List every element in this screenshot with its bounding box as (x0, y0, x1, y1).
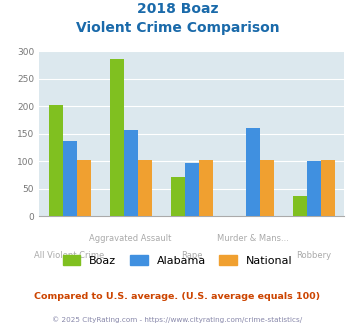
Bar (246, 128, 260, 216)
Text: © 2025 CityRating.com - https://www.cityrating.com/crime-statistics/: © 2025 CityRating.com - https://www.city… (53, 316, 302, 323)
Bar (199, 160, 213, 216)
Bar (110, 59, 124, 216)
Bar (260, 160, 274, 216)
Bar (307, 161, 321, 216)
Bar (124, 130, 138, 216)
Text: Rape: Rape (181, 251, 202, 260)
Text: Compared to U.S. average. (U.S. average equals 100): Compared to U.S. average. (U.S. average … (34, 292, 321, 301)
Bar (77, 160, 91, 216)
Text: Murder & Mans...: Murder & Mans... (217, 234, 289, 243)
Text: All Violent Crime: All Violent Crime (34, 251, 105, 260)
Text: 2018 Boaz: 2018 Boaz (137, 2, 218, 16)
Text: Robbery: Robbery (296, 251, 331, 260)
Text: Violent Crime Comparison: Violent Crime Comparison (76, 21, 279, 35)
Bar (49, 105, 62, 216)
Bar (171, 177, 185, 216)
Bar (321, 160, 335, 216)
Bar (293, 196, 307, 216)
Legend: Boaz, Alabama, National: Boaz, Alabama, National (59, 251, 296, 269)
Text: Aggravated Assault: Aggravated Assault (89, 234, 172, 243)
Bar (185, 163, 199, 216)
Bar (138, 160, 152, 216)
Bar (62, 141, 77, 216)
